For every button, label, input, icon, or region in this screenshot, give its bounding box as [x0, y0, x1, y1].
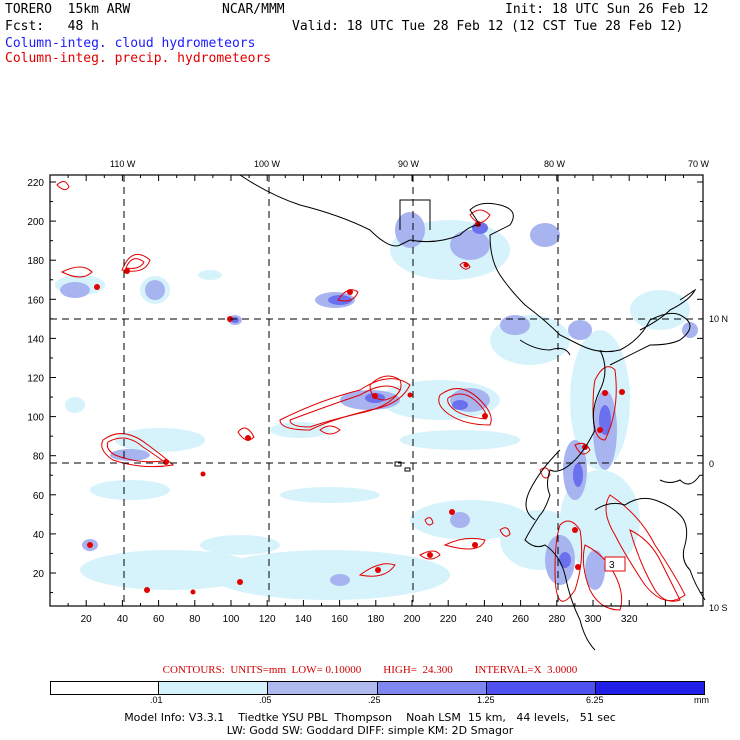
y-tick-label: 40: [33, 530, 45, 541]
colorbar-swatch: [485, 682, 595, 694]
x-tick-label: 120: [259, 614, 276, 625]
x-tick-label: 40: [117, 614, 129, 625]
lon-labels: 110 W 100 W 90 W 80 W 70 W: [110, 159, 710, 169]
x-tick-label: 320: [621, 614, 638, 625]
contours-info: CONTOURS: UNITS=mm LOW= 0.10000 HIGH= 24…: [162, 664, 578, 676]
y-tick-label: 220: [27, 178, 44, 189]
y-tick-label: 60: [33, 491, 45, 502]
y-tick-label: 140: [27, 334, 44, 345]
y-tick-label: 200: [27, 217, 44, 228]
field-precip-label: Column-integ. precip. hydrometeors: [5, 51, 272, 66]
colorbar-swatch: [594, 682, 705, 694]
x-tick-label: 300: [585, 614, 602, 625]
colorbar-swatch: [267, 682, 377, 694]
lon-label-100w: 100 W: [254, 159, 281, 169]
colorbar-swatch: [158, 682, 268, 694]
lon-label-70w: 70 W: [688, 159, 710, 169]
y-tick-label: 100: [27, 413, 44, 424]
x-tick-label: 20: [81, 614, 93, 625]
y-tick-label: 20: [33, 569, 45, 580]
x-tick-label: 200: [404, 614, 421, 625]
colorbar-label: .05: [259, 695, 272, 705]
lat-label-10s: 10 S: [709, 603, 728, 613]
x-tick-label: 240: [476, 614, 493, 625]
colorbar-label: 6.25: [586, 695, 604, 705]
x-tick-labels: 20 40 60 80 100 120 140 160 180 200 220 240 260 280 30…: [81, 614, 638, 625]
y-tick-label: 120: [27, 374, 44, 385]
init-time: Init: 18 UTC Sun 26 Feb 12: [505, 2, 709, 17]
lat-lon-grid: [50, 175, 703, 606]
cloud-field: [55, 212, 698, 600]
precip-cores: [87, 221, 625, 595]
contour-label-box: [604, 556, 626, 572]
y-tick-label: 160: [27, 295, 44, 306]
colorbar: [50, 681, 705, 695]
precip-contours: [56, 181, 686, 611]
lat-label-10n: 10 N: [709, 314, 728, 324]
x-tick-label: 160: [331, 614, 348, 625]
lon-label-90w: 90 W: [398, 159, 420, 169]
x-tick-label: 100: [223, 614, 240, 625]
map-frame: [49, 174, 704, 607]
x-tick-label: 140: [295, 614, 312, 625]
y-tick-labels: 220 200 180 160 140 120 100 80 60 40 20: [27, 178, 44, 580]
field-cloud-label: Column-integ. cloud hydrometeors: [5, 36, 256, 51]
axis-ticks: [50, 175, 703, 606]
x-tick-label: 180: [367, 614, 384, 625]
y-tick-label: 180: [27, 256, 44, 267]
model-info-line1: Model Info: V3.3.1 Tiedtke YSU PBL Thomp…: [124, 711, 616, 724]
x-tick-label: 220: [440, 614, 457, 625]
colorbar-swatch: [376, 682, 486, 694]
coastlines: [239, 174, 706, 651]
valid-time: Valid: 18 UTC Tue 28 Feb 12 (12 CST Tue …: [292, 19, 684, 34]
colorbar-labels: .01 .05 .25 1.25 6.25 mm: [0, 695, 740, 707]
contour-label: 3: [609, 560, 615, 571]
colorbar-unit: mm: [694, 695, 709, 705]
lon-label-110w: 110 W: [110, 159, 136, 169]
model-info-line2: LW: Godd SW: Goddard DIFF: simple KM: 2D…: [226, 724, 514, 737]
y-tick-label: 80: [33, 452, 45, 463]
colorbar-label: .01: [150, 695, 163, 705]
lat-labels: 10 N 0 10 S: [709, 314, 728, 613]
org-label: NCAR/MMM: [222, 2, 285, 17]
forecast-hour: Fcst: 48 h: [5, 19, 99, 34]
lat-label-eq: 0: [709, 459, 714, 469]
colorbar-label: 1.25: [477, 695, 495, 705]
colorbar-label: .25: [368, 695, 381, 705]
x-tick-label: 60: [153, 614, 165, 625]
colorbar-swatch: [51, 682, 159, 694]
model-title: TORERO 15km ARW: [5, 2, 131, 17]
lon-label-80w: 80 W: [544, 159, 566, 169]
x-tick-label: 280: [548, 614, 565, 625]
x-tick-label: 80: [189, 614, 201, 625]
x-tick-label: 260: [512, 614, 529, 625]
